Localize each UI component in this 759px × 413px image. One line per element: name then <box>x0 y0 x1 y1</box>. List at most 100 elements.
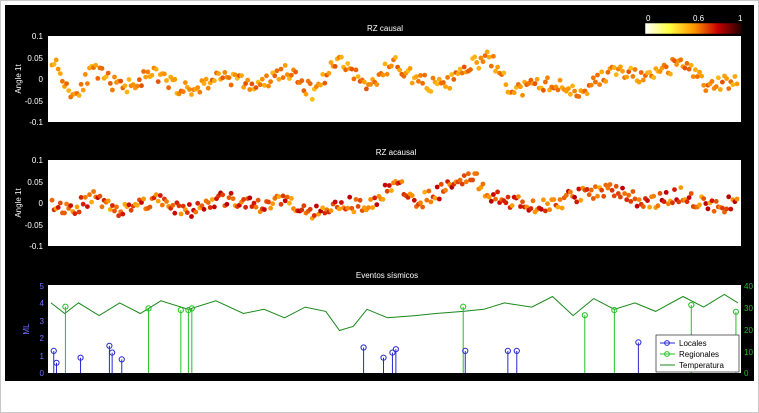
data-point <box>137 77 142 83</box>
panel2-axes <box>48 160 741 246</box>
data-point <box>418 200 423 206</box>
data-point <box>99 204 105 210</box>
data-point <box>226 75 232 81</box>
locales-marker <box>77 354 84 361</box>
data-point <box>207 205 213 210</box>
regionales-marker <box>460 303 467 310</box>
data-point <box>480 181 486 187</box>
data-point <box>322 80 328 86</box>
data-point <box>380 72 386 78</box>
data-point <box>110 87 115 93</box>
data-point <box>451 77 457 82</box>
data-point <box>624 197 630 203</box>
data-point <box>345 205 351 211</box>
data-point <box>95 76 101 81</box>
data-point <box>557 197 563 203</box>
data-point <box>78 81 84 87</box>
data-point <box>112 74 117 80</box>
data-point <box>284 72 290 77</box>
panel3-ytick-left: 2 <box>40 334 45 343</box>
data-point <box>588 187 594 193</box>
data-point <box>701 196 707 202</box>
data-point <box>682 65 688 71</box>
data-point <box>449 72 455 77</box>
data-point <box>355 204 361 209</box>
data-point <box>697 69 702 75</box>
data-point <box>438 181 444 187</box>
data-point <box>493 196 498 202</box>
data-point <box>426 188 432 194</box>
data-point <box>64 81 69 86</box>
data-point <box>55 205 61 210</box>
data-point <box>572 194 577 200</box>
data-point <box>520 92 525 98</box>
data-point <box>139 200 144 205</box>
panel1-ytick: 0 <box>39 75 44 84</box>
panel1-ytick: -0.1 <box>29 118 43 127</box>
data-point <box>409 80 415 86</box>
data-point <box>195 85 201 90</box>
data-point <box>139 83 144 89</box>
data-point <box>307 81 313 87</box>
data-point <box>239 73 244 78</box>
data-point <box>212 78 217 84</box>
data-point <box>480 59 486 65</box>
data-point <box>655 203 661 209</box>
data-point <box>434 81 440 87</box>
data-point <box>701 82 707 88</box>
data-point <box>184 210 190 216</box>
data-point <box>216 71 222 76</box>
data-point <box>518 84 523 90</box>
data-point <box>630 74 636 79</box>
data-point <box>661 199 667 205</box>
data-point <box>93 62 99 68</box>
data-point <box>262 207 267 212</box>
data-point <box>703 201 709 206</box>
data-point <box>311 213 317 218</box>
locales-marker <box>109 349 116 356</box>
data-point <box>307 206 313 212</box>
data-point <box>724 76 729 81</box>
data-point <box>220 192 226 198</box>
data-point <box>339 200 344 205</box>
data-point <box>268 205 273 211</box>
data-point <box>368 197 373 202</box>
data-point <box>518 204 523 209</box>
data-point <box>347 194 353 200</box>
panel3-axes <box>48 285 741 373</box>
data-point <box>530 198 536 204</box>
data-point <box>384 188 390 194</box>
data-point <box>634 203 640 209</box>
data-point <box>715 75 721 81</box>
data-point <box>424 197 430 203</box>
data-point <box>380 196 386 202</box>
data-point <box>624 74 630 80</box>
locales-marker <box>360 344 367 351</box>
data-point <box>205 85 211 91</box>
data-point <box>603 79 609 84</box>
data-point <box>270 201 276 207</box>
data-point <box>545 201 550 207</box>
data-point <box>732 74 738 79</box>
data-point <box>135 202 140 208</box>
data-point <box>705 206 711 212</box>
data-point <box>597 82 602 87</box>
data-point <box>57 200 63 206</box>
data-point <box>370 205 375 211</box>
data-point <box>430 75 436 81</box>
figure-canvas: RZ causal 0 0.6 1 Angle 1t 0.1 0.05 0 -0… <box>5 5 754 381</box>
data-point <box>541 197 546 203</box>
data-point <box>657 191 663 196</box>
data-point <box>112 208 117 214</box>
data-point <box>332 199 338 205</box>
data-point <box>189 92 194 97</box>
data-point <box>486 194 492 200</box>
data-point <box>470 177 475 183</box>
data-point <box>713 199 719 204</box>
data-point <box>568 189 573 195</box>
data-point <box>328 208 334 214</box>
data-point <box>226 195 232 201</box>
data-point <box>114 204 119 210</box>
data-point <box>563 192 569 198</box>
data-point <box>709 79 715 84</box>
